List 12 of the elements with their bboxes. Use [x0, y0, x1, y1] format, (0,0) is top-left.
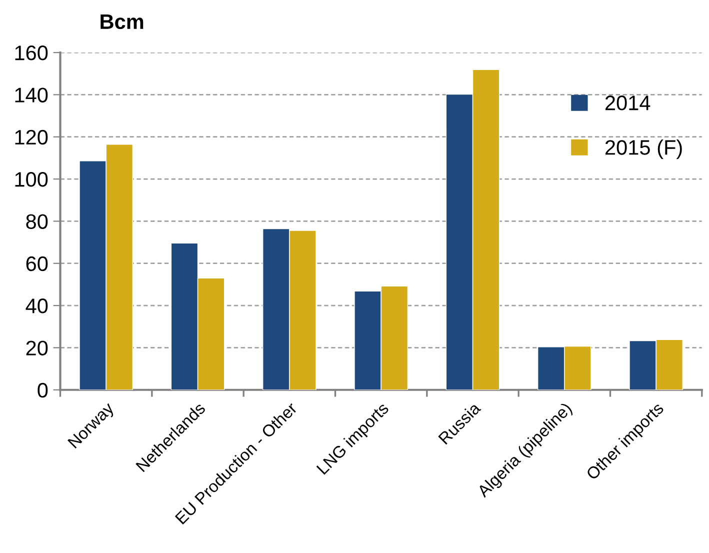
y-tick-label: 20	[26, 340, 48, 356]
y-tick-label: 140	[15, 88, 48, 102]
legend-label: 2014	[605, 96, 650, 110]
y-tick-label: 160	[15, 46, 48, 60]
y-axis-title: Bcm	[100, 14, 144, 30]
y-tick-label: 100	[15, 172, 48, 187]
y-tick-label: 60	[26, 256, 48, 272]
legend-label: 2015 (F)	[605, 140, 682, 159]
y-tick-label: 40	[26, 298, 48, 314]
y-tick-label: 0	[38, 382, 48, 398]
y-tick-label: 120	[15, 130, 48, 145]
y-tick-label: 80	[26, 214, 48, 229]
